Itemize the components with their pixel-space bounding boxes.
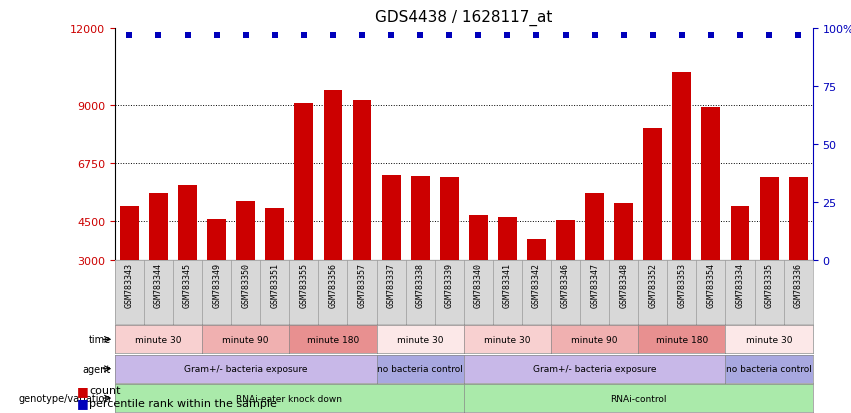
Point [675,33,688,39]
Bar [760,178,779,260]
Text: minute 30: minute 30 [135,335,182,344]
Text: GSM783356: GSM783356 [328,262,338,307]
Bar [701,107,721,260]
Text: no bacteria control: no bacteria control [377,364,463,373]
Text: minute 30: minute 30 [745,335,792,344]
Point [646,33,660,39]
Text: GSM783335: GSM783335 [764,262,774,307]
Text: GSM783349: GSM783349 [212,262,221,307]
Point [443,33,456,39]
Bar [149,193,168,260]
Bar [352,101,372,260]
Point [268,33,282,39]
Point [704,33,717,39]
Point [588,33,602,39]
Text: GSM783348: GSM783348 [620,262,628,307]
Point [471,33,485,39]
Point [385,33,398,39]
Bar [556,221,575,260]
Point [297,33,311,39]
Text: minute 90: minute 90 [222,335,269,344]
Bar [789,178,808,260]
Text: GSM783338: GSM783338 [415,262,425,307]
Point [210,33,224,39]
Point [180,33,194,39]
Text: GSM783357: GSM783357 [357,262,367,307]
Bar [266,209,284,260]
Bar [672,73,691,260]
Text: minute 30: minute 30 [484,335,531,344]
Point [355,33,368,39]
Point [414,33,427,39]
Bar [440,178,459,260]
Text: minute 90: minute 90 [571,335,618,344]
Text: GSM783346: GSM783346 [561,262,570,307]
Text: GSM783344: GSM783344 [154,262,163,307]
Bar [643,129,662,260]
Text: GSM783351: GSM783351 [271,262,279,307]
Point [734,33,747,39]
Text: no bacteria control: no bacteria control [726,364,812,373]
Point [151,33,165,39]
Text: count: count [89,385,121,395]
Text: minute 180: minute 180 [656,335,708,344]
Text: Gram+/- bacteria exposure: Gram+/- bacteria exposure [533,364,656,373]
Bar [614,204,633,260]
Text: GSM783355: GSM783355 [300,262,308,307]
Text: GSM783353: GSM783353 [677,262,687,307]
Title: GDS4438 / 1628117_at: GDS4438 / 1628117_at [375,10,552,26]
Text: genotype/variation: genotype/variation [18,393,111,403]
Bar [178,186,197,260]
Bar [381,176,401,260]
Point [529,33,543,39]
Text: minute 30: minute 30 [397,335,443,344]
Text: GSM783354: GSM783354 [706,262,716,307]
Text: GSM783340: GSM783340 [474,262,483,307]
Text: GSM783343: GSM783343 [125,262,134,307]
Text: GSM783341: GSM783341 [503,262,512,307]
Text: GSM783342: GSM783342 [532,262,541,307]
Text: ■: ■ [77,396,89,409]
Text: agent: agent [83,364,111,374]
Text: GSM783336: GSM783336 [794,262,802,307]
Bar [730,206,750,260]
Point [123,33,136,39]
Bar [469,215,488,260]
Bar [207,219,226,260]
Point [559,33,573,39]
Text: time: time [89,335,111,344]
Bar [411,177,430,260]
Text: GSM783350: GSM783350 [241,262,250,307]
Text: GSM783339: GSM783339 [445,262,454,307]
Bar [237,201,255,260]
Point [500,33,514,39]
Point [617,33,631,39]
Text: GSM783347: GSM783347 [590,262,599,307]
Text: GSM783334: GSM783334 [735,262,745,307]
Point [791,33,805,39]
Point [762,33,776,39]
Text: GSM783337: GSM783337 [386,262,396,307]
Text: GSM783352: GSM783352 [648,262,657,307]
Text: GSM783345: GSM783345 [183,262,192,307]
Text: percentile rank within the sample: percentile rank within the sample [89,398,277,408]
Text: RNAi-control: RNAi-control [610,394,666,403]
Text: RNAi-eater knock down: RNAi-eater knock down [237,394,342,403]
Bar [323,90,342,260]
Bar [585,193,604,260]
Bar [120,206,139,260]
Text: ■: ■ [77,384,89,397]
Point [239,33,253,39]
Text: minute 180: minute 180 [307,335,359,344]
Bar [498,218,517,260]
Bar [527,240,546,260]
Point [326,33,340,39]
Bar [294,103,313,260]
Text: Gram+/- bacteria exposure: Gram+/- bacteria exposure [184,364,307,373]
